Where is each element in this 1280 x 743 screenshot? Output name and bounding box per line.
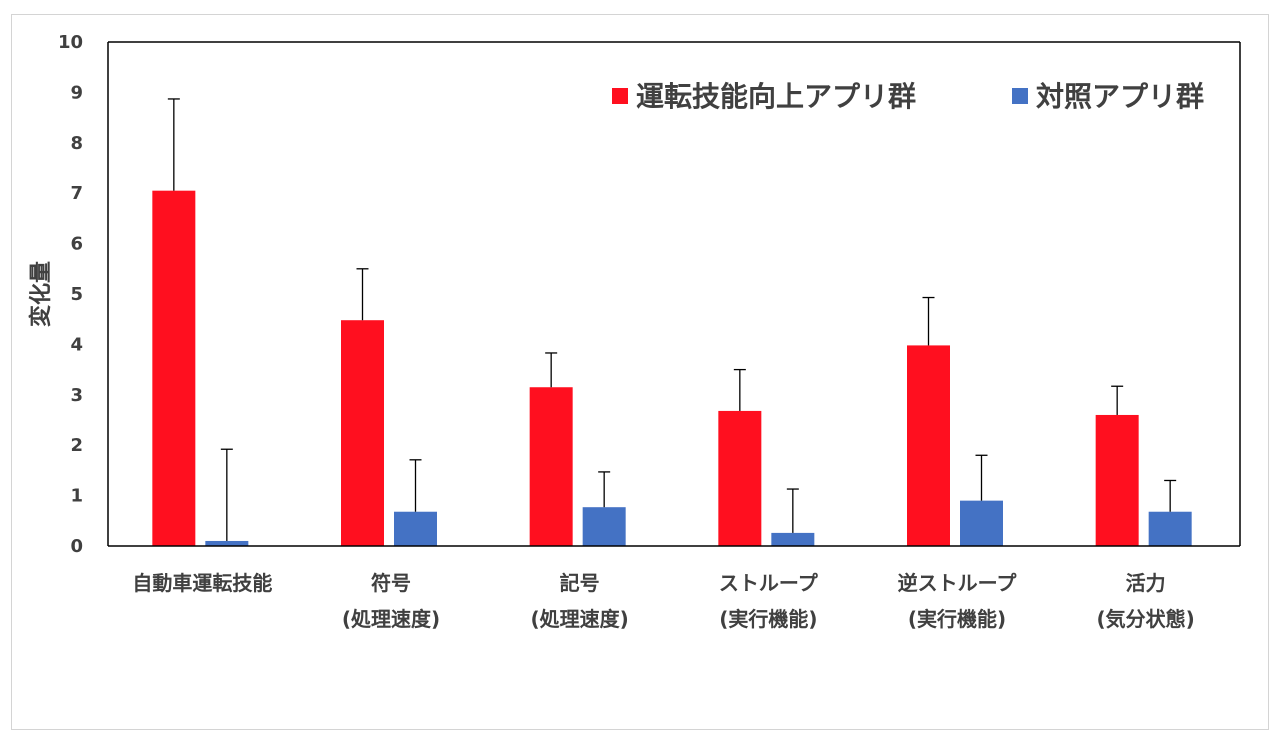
category-label-2-line1: 符号	[371, 571, 411, 595]
y-tick-label-7: 7	[70, 183, 83, 204]
legend: 運転技能向上アプリ群 対照アプリ群	[612, 80, 1204, 113]
y-tick-label-9: 9	[70, 82, 83, 103]
bar-series2-cat1	[205, 540, 249, 546]
y-tick-label-3: 3	[70, 385, 83, 406]
legend-swatch-series1	[612, 88, 628, 104]
category-label-4-line1: ストループ	[719, 571, 819, 595]
bar-series2-cat5	[960, 500, 1003, 546]
legend-label-series1: 運転技能向上アプリ群	[636, 80, 916, 113]
category-label-1-line1: 自動車運転技能	[132, 571, 272, 595]
bar-series1-cat3	[529, 387, 573, 546]
y-tick-label-4: 4	[70, 334, 83, 355]
category-label-3-line1: 記号	[560, 571, 600, 595]
bar-series2-cat2	[394, 511, 437, 546]
y-tick-label-8: 8	[70, 133, 83, 154]
category-label-6-line1: 活力	[1126, 571, 1166, 595]
y-tick-label-2: 2	[70, 435, 83, 456]
category-label-3-line2: (処理速度)	[531, 607, 629, 631]
y-axis-label: 変化量	[28, 261, 54, 327]
plot-area	[152, 98, 1192, 546]
chart-frame	[11, 14, 1269, 730]
y-tick-label-1: 1	[70, 486, 83, 507]
y-tick-label-5: 5	[70, 284, 83, 305]
category-label-6-line2: (気分状態)	[1097, 607, 1195, 631]
bar-series2-cat3	[582, 507, 626, 546]
bar-series1-cat2	[341, 320, 384, 546]
category-label-5-line1: 逆ストループ	[898, 571, 1018, 595]
legend-label-series2: 対照アプリ群	[1036, 80, 1204, 113]
bar-series2-cat4	[771, 532, 815, 546]
bar-series1-cat5	[907, 345, 950, 546]
axes	[107, 41, 1241, 547]
category-label-5-line2: (実行機能)	[908, 607, 1006, 631]
bar-series2-cat6	[1148, 511, 1192, 546]
y-tick-label-10: 10	[58, 32, 83, 53]
y-tick-label-6: 6	[70, 234, 83, 255]
bar-series1-cat1	[152, 190, 196, 546]
bar-series1-cat4	[718, 410, 762, 546]
bar-series1-cat6	[1095, 414, 1139, 546]
category-label-4-line2: (実行機能)	[719, 607, 817, 631]
category-label-2-line2: (処理速度)	[342, 607, 440, 631]
y-tick-label-0: 0	[70, 536, 83, 557]
legend-swatch-series2	[1012, 88, 1028, 104]
